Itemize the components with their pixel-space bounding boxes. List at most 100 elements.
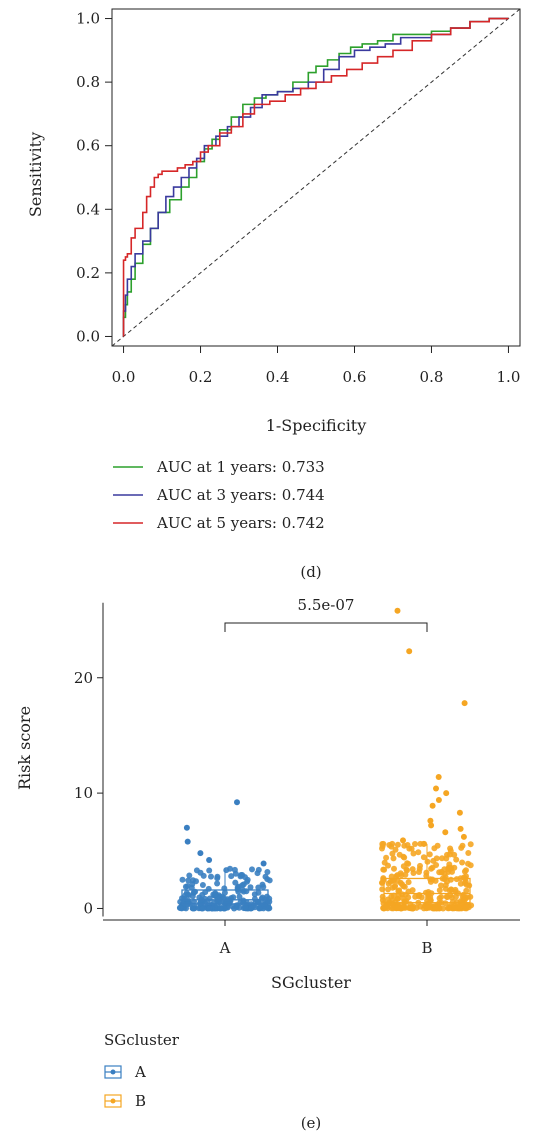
- data-point: [408, 845, 415, 852]
- data-point: [410, 850, 417, 857]
- data-point: [459, 859, 466, 866]
- data-point: [223, 867, 230, 874]
- data-point: [260, 860, 267, 867]
- data-point: [388, 843, 395, 850]
- x-tick-label: 0.8: [420, 368, 444, 386]
- data-point: [262, 873, 269, 880]
- legend-label-2: AUC at 3 years: 0.744: [156, 486, 325, 504]
- data-point: [426, 851, 433, 858]
- data-point: [236, 893, 243, 900]
- roc-curve-3: [122, 17, 509, 337]
- data-point: [212, 891, 219, 898]
- data-point: [428, 822, 435, 829]
- roc-curve-2: [122, 17, 509, 337]
- data-point: [264, 869, 271, 875]
- panel-label-e: (e): [301, 1114, 322, 1132]
- data-point: [197, 850, 204, 857]
- data-point: [385, 886, 391, 893]
- data-point: [381, 859, 388, 866]
- data-point: [461, 868, 468, 875]
- data-point: [429, 802, 436, 809]
- data-point: [208, 873, 214, 880]
- legend-label-3: AUC at 5 years: 0.742: [156, 514, 325, 532]
- data-point: [394, 607, 401, 614]
- y-tick-label: 1.0: [76, 10, 100, 28]
- data-point: [401, 842, 408, 849]
- data-point: [383, 904, 390, 911]
- data-point: [445, 905, 452, 912]
- data-point: [438, 869, 445, 876]
- data-point: [214, 880, 221, 887]
- data-point: [433, 855, 440, 862]
- data-point: [428, 865, 435, 872]
- data-point: [244, 876, 251, 883]
- data-point: [429, 876, 436, 883]
- data-point: [206, 857, 213, 863]
- x-tick-label: 0.4: [266, 368, 290, 386]
- data-point: [420, 905, 427, 912]
- data-point: [221, 905, 228, 912]
- roc-curve-1: [122, 17, 509, 337]
- legend-title: SGcluster: [104, 1031, 180, 1049]
- data-point: [436, 887, 443, 894]
- data-point: [442, 885, 449, 892]
- data-point: [433, 785, 439, 792]
- y-tick-label: 0.8: [76, 73, 100, 91]
- panel-label-d: (d): [300, 563, 321, 581]
- data-point: [206, 905, 213, 912]
- data-point: [206, 867, 213, 874]
- data-point: [388, 905, 395, 912]
- data-point: [465, 850, 472, 856]
- x-tick-label: 0.6: [343, 368, 367, 386]
- data-point: [420, 854, 427, 861]
- data-point: [417, 862, 423, 869]
- data-point: [463, 904, 470, 910]
- plot-frame: [111, 8, 521, 347]
- data-point: [436, 895, 443, 902]
- legend-label-1: AUC at 1 years: 0.733: [156, 458, 325, 476]
- data-point: [402, 891, 409, 898]
- legend-label-A: A: [134, 1063, 146, 1081]
- reference-diagonal: [111, 8, 521, 347]
- data-point: [189, 905, 196, 912]
- data-point: [436, 905, 443, 912]
- data-point: [410, 870, 417, 876]
- data-point: [412, 841, 418, 847]
- data-point: [451, 851, 458, 858]
- data-point: [184, 838, 191, 845]
- data-point: [231, 866, 238, 873]
- data-point: [453, 856, 460, 863]
- data-point: [456, 809, 463, 816]
- y-tick-label: 0.0: [76, 327, 100, 345]
- legend-swatch-dot: [110, 1098, 116, 1104]
- data-point: [406, 648, 413, 655]
- y-tick-label: 0: [83, 899, 93, 917]
- data-point: [183, 824, 190, 831]
- p-value-label: 5.5e-07: [298, 596, 355, 614]
- data-point: [249, 866, 255, 873]
- y-tick-label: 20: [74, 669, 93, 687]
- data-point: [214, 875, 221, 882]
- data-point: [448, 894, 455, 901]
- data-point: [211, 903, 218, 910]
- data-point: [182, 892, 189, 899]
- data-point: [184, 883, 191, 890]
- data-point: [456, 904, 463, 911]
- y-tick-label: 10: [74, 784, 93, 802]
- data-point: [421, 840, 428, 847]
- data-point: [416, 869, 422, 875]
- data-point: [260, 883, 267, 890]
- y-axis-title: Sensitivity: [26, 132, 45, 217]
- box-B: [383, 877, 471, 904]
- data-point: [380, 875, 387, 882]
- data-point: [448, 886, 455, 893]
- data-point: [228, 873, 235, 880]
- data-point: [443, 790, 450, 797]
- data-point: [412, 893, 419, 900]
- legend-label-B: B: [135, 1092, 146, 1110]
- data-point: [447, 847, 454, 854]
- data-point: [442, 829, 449, 836]
- box-A: [181, 889, 269, 905]
- data-point: [445, 866, 452, 873]
- data-point: [435, 774, 442, 780]
